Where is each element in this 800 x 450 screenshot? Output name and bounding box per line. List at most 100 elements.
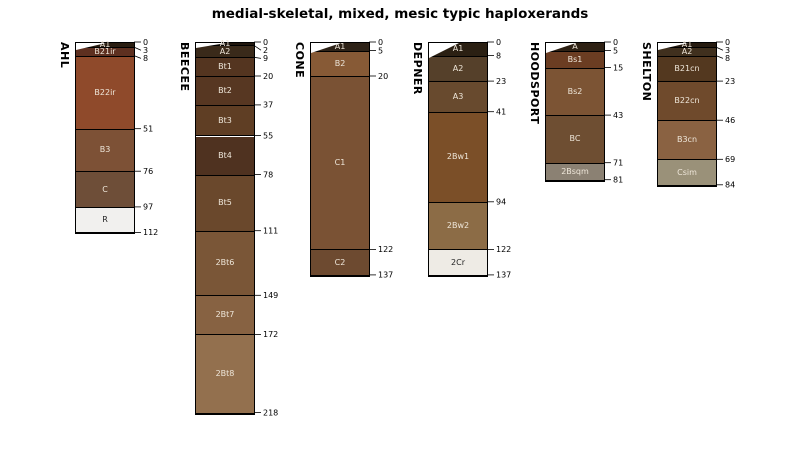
depth-label: 78 — [263, 170, 273, 179]
profile-id-label: CONE — [293, 42, 306, 79]
depth-label: 0 — [613, 38, 618, 47]
profile-cone: CONE A1 B2 C1 C2 0 5 20 122 137 — [293, 38, 393, 280]
horizon-r: R — [76, 207, 134, 234]
horizon-b3cn: B3cn — [658, 121, 716, 161]
horizon-label: 2Bw1 — [446, 152, 470, 162]
horizon-label: 2Bt7 — [215, 310, 235, 320]
horizon-bt1: Bt1 — [196, 58, 254, 77]
profile-column: A1 A2 A3 2Bw1 2Bw2 2Cr — [428, 42, 488, 277]
horizon-b22cn: B22cn — [658, 82, 716, 122]
depth-label: 8 — [496, 51, 501, 60]
depth-axis: 0 8 23 41 94 122 137 — [487, 38, 511, 280]
horizon-bs2: Bs2 — [546, 68, 604, 117]
profile-column: A1 A2 B21cn B22cn B3cn Csim — [657, 41, 717, 187]
depth-label: 3 — [143, 46, 148, 55]
horizon-label: Bs2 — [567, 86, 583, 96]
depth-label: 37 — [263, 101, 273, 110]
profile-id-label: BEECEE — [178, 42, 191, 92]
depth-label: 55 — [263, 131, 273, 140]
horizon-label: Csim — [677, 167, 697, 177]
profile-shelton: SHELTON A1 A2 B21cn B22cn B3cn Csim 0 3 8 23 46 69 84 — [640, 38, 735, 190]
depth-label: 137 — [378, 271, 393, 280]
depth-label: 218 — [263, 408, 278, 417]
horizon-2bw2: 2Bw2 — [429, 202, 487, 251]
horizon-a3: A3 — [429, 82, 487, 113]
profile-hoodsport: HOODSPORT A Bs1 Bs2 BC 2Bsqm 0 5 15 43 71 81 — [528, 38, 623, 185]
profile-column: A Bs1 Bs2 BC 2Bsqm — [545, 42, 605, 182]
horizon-b22ir: B22ir — [76, 56, 134, 130]
horizon-2bsqm: 2Bsqm — [546, 163, 604, 181]
chart-title: medial-skeletal, mixed, mesic typic hapl… — [211, 6, 589, 22]
horizon-bt4: Bt4 — [196, 136, 254, 176]
depth-tick-line — [715, 55, 724, 59]
depth-label: 71 — [613, 159, 623, 168]
depth-label: 97 — [143, 203, 153, 212]
depth-label: 0 — [263, 38, 268, 47]
horizon-a2: A2 — [196, 46, 254, 59]
horizon-bt5: Bt5 — [196, 175, 254, 232]
horizon-label: B3 — [99, 145, 111, 155]
depth-axis: 05 20 122 137 — [369, 38, 393, 280]
depth-label: 41 — [496, 108, 506, 117]
depth-tick-line — [133, 46, 142, 51]
horizon-label: 2Cr — [451, 257, 465, 267]
depth-label: 137 — [496, 271, 511, 280]
depth-label: 94 — [496, 198, 506, 207]
top-boundary-wedge — [311, 43, 341, 53]
horizon-label: Bs1 — [567, 54, 583, 64]
depth-axis: 038 51 76 97 112 — [133, 38, 158, 237]
horizon-label: R — [102, 215, 108, 225]
horizon-label: 2Bw2 — [446, 221, 470, 231]
depth-label: 43 — [613, 111, 623, 120]
horizon-b21cn: B21cn — [658, 56, 716, 83]
horizon-2bt8: 2Bt8 — [196, 335, 254, 414]
depth-label: 23 — [496, 77, 506, 86]
horizon-label: C2 — [334, 257, 346, 267]
depth-label: 8 — [143, 54, 148, 63]
profile-column: A1 B2 C1 C2 — [310, 42, 370, 277]
horizon-label: 2Bt8 — [215, 368, 235, 378]
depth-label: 9 — [263, 54, 268, 63]
profile-column: A1 B21ir B22ir B3 C R — [75, 41, 135, 235]
horizon-label: BC — [569, 134, 581, 144]
horizon-2cr: 2Cr — [429, 250, 487, 276]
horizon-label: C1 — [334, 158, 346, 168]
horizon-label: 2Bsqm — [561, 166, 589, 176]
horizon-label: C — [102, 184, 108, 194]
horizon-label: A3 — [452, 91, 464, 101]
top-boundary-wedge — [546, 43, 576, 53]
horizon-2bw1: 2Bw1 — [429, 112, 487, 203]
depth-tick-line — [715, 46, 724, 51]
horizon-c1: C1 — [311, 77, 369, 251]
horizon-bt3: Bt3 — [196, 105, 254, 137]
horizon-2bt7: 2Bt7 — [196, 296, 254, 336]
depth-label: 76 — [143, 167, 153, 176]
depth-label: 46 — [725, 116, 735, 125]
depth-label: 84 — [725, 181, 735, 190]
depth-label: 0 — [725, 38, 730, 47]
horizon-a2: A2 — [429, 56, 487, 83]
horizon-bt2: Bt2 — [196, 77, 254, 106]
horizon-label: Bt4 — [218, 150, 232, 160]
depth-label: 0 — [378, 38, 383, 47]
horizon-label: Bt3 — [218, 115, 232, 125]
horizon-label: B22cn — [674, 96, 700, 106]
depth-label: 5 — [613, 46, 618, 55]
profile-column: A1 A2 Bt1 Bt2 Bt3 Bt4 Bt5 2Bt6 2Bt7 2Bt8 — [195, 40, 255, 415]
depth-label: 23 — [725, 77, 735, 86]
horizon-label: B3cn — [676, 135, 698, 145]
profile-id-label: HOODSPORT — [528, 42, 541, 125]
profile-id-label: DEPNER — [411, 42, 424, 95]
depth-label: 112 — [143, 228, 158, 237]
horizon-c: C — [76, 172, 134, 208]
depth-label: 20 — [263, 72, 273, 81]
depth-label: 2 — [263, 46, 268, 55]
horizon-label: B2 — [334, 58, 346, 68]
horizon-label: A2 — [452, 63, 464, 73]
depth-label: 122 — [378, 245, 393, 254]
depth-axis: 029 20 37 55 78 111 149 172 218 — [253, 38, 278, 417]
depth-label: 0 — [143, 38, 148, 47]
horizon-bc: BC — [546, 116, 604, 164]
depth-label: 149 — [263, 291, 278, 300]
